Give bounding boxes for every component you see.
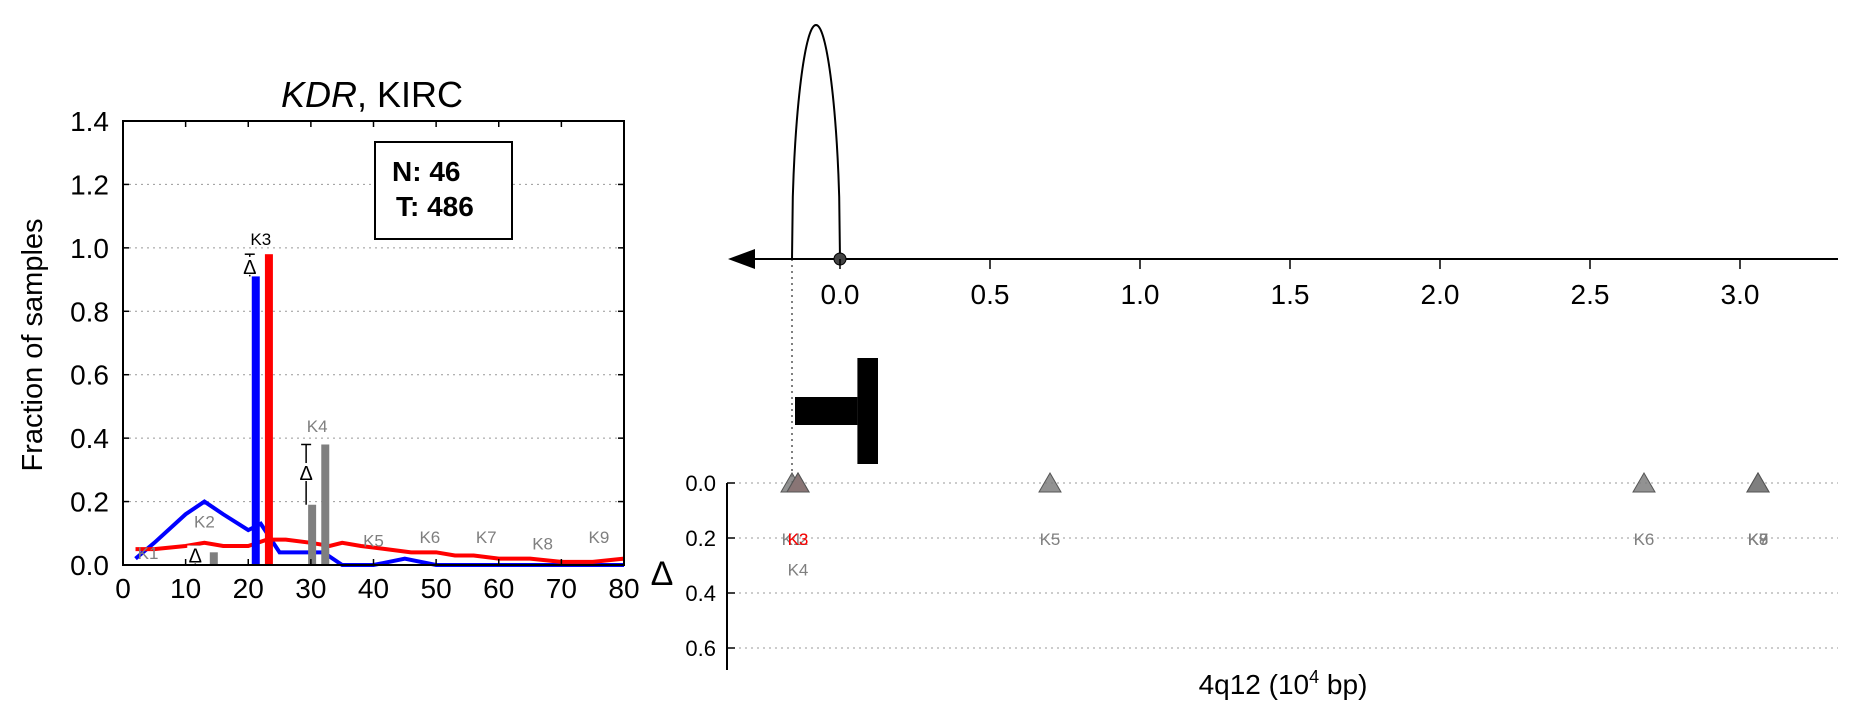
peak-delta-markers <box>780 472 1770 493</box>
peak-label-K8: K8 <box>532 534 553 553</box>
peak-label-K4: K4 <box>307 417 328 436</box>
left-y-tick-label: 0.6 <box>70 360 109 391</box>
left-x-tick-label: 20 <box>233 573 264 604</box>
peak-label-K6: K6 <box>419 528 440 547</box>
delta-axis-label: Δ <box>651 555 674 593</box>
left-bars <box>209 254 330 565</box>
peak-label-K2: K2 <box>194 512 215 531</box>
delta-marker-label-K7: K7 <box>1748 530 1769 549</box>
gene-intron-bar <box>795 397 858 425</box>
xlabel-tail: bp) <box>1319 669 1367 700</box>
delta-marker-K9 <box>1746 472 1770 493</box>
delta-symbol-0: Δ <box>243 257 256 279</box>
delta-bg-2 <box>187 545 204 564</box>
peak-label-K1: K1 <box>138 544 159 563</box>
sample-count-box: N: 46 T: 486 <box>374 141 513 240</box>
xlabel-exp: 4 <box>1309 667 1319 687</box>
left-y-tick-label: 1.2 <box>70 169 109 200</box>
gene-model-block <box>795 358 878 464</box>
locus-panel: 0.0 0.5 1.0 1.5 2.0 2.5 3.0 0.00.20.40.6 K1K2K… <box>651 23 1838 700</box>
locus-x-axis-label: 4q12 (104 bp) <box>1199 667 1368 700</box>
left-x-tick-label: 30 <box>295 573 326 604</box>
series-line-1 <box>135 537 625 564</box>
peak-bar-3 <box>321 444 330 565</box>
left-y-tick-label: 0.8 <box>70 296 109 327</box>
sample-count-frame <box>374 141 513 240</box>
left-x-tick-label: 10 <box>170 573 201 604</box>
delta-marker-K4 <box>786 472 810 493</box>
delta-marker-label-K5: K5 <box>1040 530 1061 549</box>
delta-y-ticks: 0.0 0.2 0.4 0.6 <box>685 471 735 661</box>
left-x-tick-label: 0 <box>115 573 131 604</box>
delta-marker-label-K3: K3 <box>788 530 809 549</box>
left-y-tick-label: 0.0 <box>70 550 109 581</box>
delta-bg-1 <box>298 463 315 482</box>
peak-bar-1 <box>264 254 273 565</box>
delta-marker-label-K9: K9 <box>1748 530 1769 549</box>
left-delta-markers: Δ Δ Δ <box>187 253 315 567</box>
locus-x-tick-label: 1.5 <box>1271 279 1310 310</box>
locus-x-tick-label: 2.5 <box>1571 279 1610 310</box>
delta-gridlines <box>727 482 1838 649</box>
delta-marker-K6 <box>1632 472 1656 493</box>
delta-marker-label-K8: K8 <box>1748 530 1769 549</box>
left-y-tick-label: 0.2 <box>70 487 109 518</box>
locus-x-tick-label: 0.0 <box>821 279 860 310</box>
peak-label-K9: K9 <box>589 528 610 547</box>
peak-label-K7: K7 <box>476 528 497 547</box>
fraction-chart: Δ Δ Δ K1 K2 K3 K4 K5 K6 K7 K8 K9 0 10 20 30 40 50 60 70 80… <box>17 74 640 604</box>
delta-marker-label-K1: K1 <box>782 530 803 549</box>
xlabel-base: 4q12 (10 <box>1199 669 1310 700</box>
delta-marker-label-K4: K4 <box>788 560 809 579</box>
peak-bar-4 <box>209 552 218 565</box>
title-gene: KDR <box>281 74 357 115</box>
left-y-ticks: 0.0 0.2 0.4 0.6 0.8 1.0 1.2 1.4 <box>70 106 624 581</box>
left-y-tick-label: 1.0 <box>70 233 109 264</box>
left-y-tick-label: 0.4 <box>70 423 109 454</box>
delta-y-tick-label: 0.4 <box>685 581 716 606</box>
delta-y-tick-label: 0.6 <box>685 636 716 661</box>
locus-x-tick-label: 0.5 <box>971 279 1010 310</box>
gene-exon-block <box>857 358 878 464</box>
left-chart-title: KDR, KIRC <box>281 74 463 115</box>
title-rest: , KIRC <box>357 74 463 115</box>
locus-x-tick-label: 1.0 <box>1121 279 1160 310</box>
left-x-tick-label: 80 <box>608 573 639 604</box>
left-x-tick-label: 60 <box>483 573 514 604</box>
density-curve <box>791 23 841 260</box>
delta-y-tick-label: 0.0 <box>685 471 716 496</box>
left-y-axis-label: Fraction of samples <box>17 218 49 471</box>
strand-arrow-icon <box>728 249 755 269</box>
normal-count-label: N: 46 <box>392 156 460 187</box>
peak-label-K3: K3 <box>250 230 271 249</box>
peak-bar-0 <box>251 276 260 565</box>
delta-symbol-2: Δ <box>189 545 202 567</box>
left-y-tick-label: 1.4 <box>70 106 109 137</box>
delta-bg-0 <box>241 256 258 275</box>
delta-y-tick-label: 0.2 <box>685 526 716 551</box>
locus-x-ticks: 0.0 0.5 1.0 1.5 2.0 2.5 3.0 <box>821 259 1760 310</box>
peak-label-K5: K5 <box>363 531 384 550</box>
locus-x-tick-label: 3.0 <box>1721 279 1760 310</box>
delta-marker-label-K6: K6 <box>1634 530 1655 549</box>
delta-marker-K5 <box>1038 472 1062 493</box>
left-peak-labels: K1 K2 K3 K4 K5 K6 K7 K8 K9 <box>138 230 610 563</box>
tumor-count-label: T: 486 <box>396 191 474 222</box>
left-x-tick-label: 70 <box>546 573 577 604</box>
delta-marker-label-K2: K2 <box>788 530 809 549</box>
locus-x-tick-label: 2.0 <box>1421 279 1460 310</box>
peak-bar-2 <box>308 504 317 565</box>
delta-symbol-1: Δ <box>299 463 312 485</box>
left-x-tick-label: 50 <box>421 573 452 604</box>
left-x-tick-label: 40 <box>358 573 389 604</box>
left-x-ticks: 0 10 20 30 40 50 60 70 80 <box>115 121 640 604</box>
left-plot-frame <box>122 120 625 566</box>
left-gridlines <box>123 183 624 503</box>
